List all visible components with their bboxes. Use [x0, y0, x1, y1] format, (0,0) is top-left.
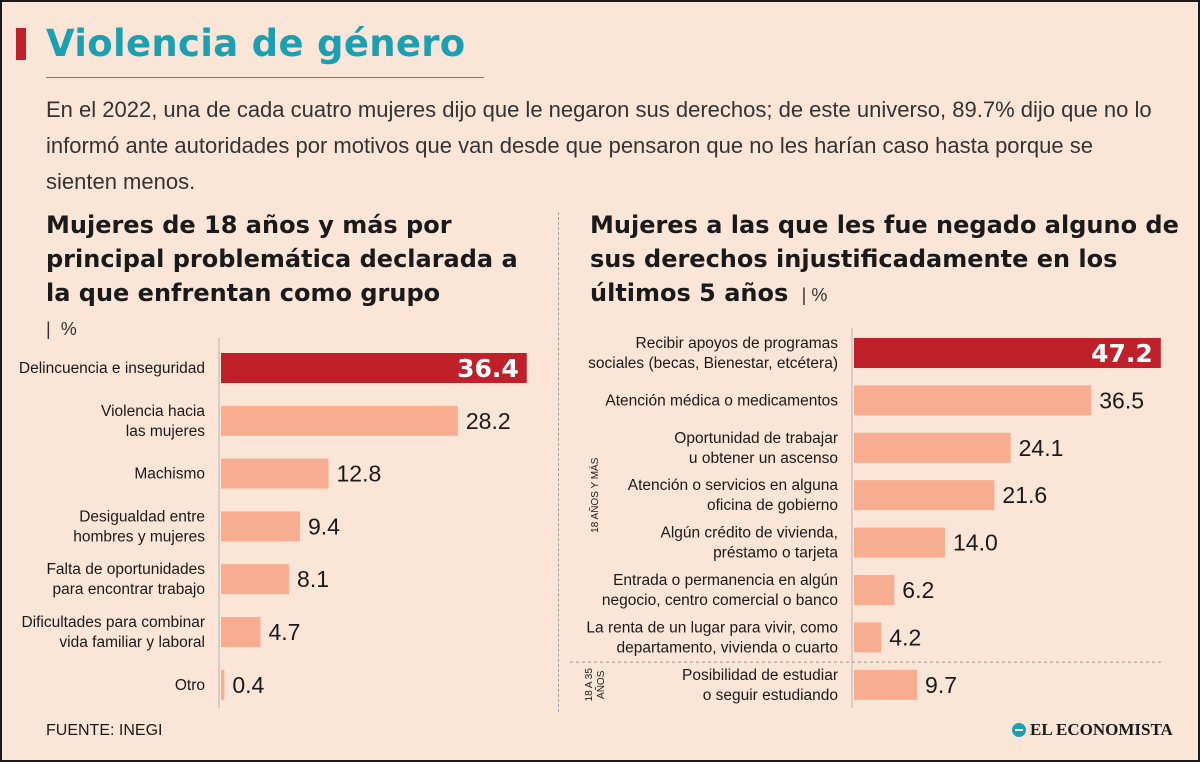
chart-2-value-label: 14.0: [953, 530, 998, 556]
chart-1-title-text: Mujeres de 18 años y más por principal p…: [46, 211, 518, 307]
chart-1-bar: [221, 564, 290, 595]
chart-2-title-text: Mujeres a las que les fue negado alguno …: [590, 211, 1179, 307]
chart-2-value-label: 21.6: [1002, 482, 1047, 508]
chart-2-bar: [854, 480, 995, 511]
chart-1-category-label: Machismo: [134, 466, 205, 483]
chart-1-category-label: Dificultades para combinar vida familiar …: [21, 614, 205, 651]
chart-1-value-label: 12.8: [337, 461, 382, 487]
chart-1-category-label: Violencia hacia las mujeres: [101, 403, 205, 440]
chart-2-category-label: Algún crédito de vivienda, préstamo o tar…: [660, 525, 838, 562]
chart-1-value-label: 0.4: [232, 672, 264, 698]
column-divider: [558, 212, 559, 712]
chart-1-unit: | %: [46, 319, 77, 339]
chart-2-unit-text: %: [811, 285, 828, 305]
chart-2-value-label: 24.1: [1019, 435, 1064, 461]
chart-2-value-label: 6.2: [902, 577, 934, 603]
chart-2-value-label: 4.2: [889, 624, 921, 650]
chart-2-value-label: 9.7: [925, 672, 957, 698]
chart-1-value-label: 36.4: [457, 354, 519, 383]
chart-2-bar: [854, 669, 918, 700]
chart-2-bar: [854, 432, 1011, 463]
chart-2-bar: [854, 575, 895, 605]
title-accent-bar: [16, 28, 26, 60]
chart-2-unit: | %: [796, 285, 828, 305]
chart-1-bar: [221, 511, 300, 542]
chart-1-value-label: 4.7: [268, 619, 300, 645]
chart-2-category-label: Atención o servicios en alguna oficina de…: [628, 477, 839, 514]
source-note: FUENTE: INEGI: [46, 722, 163, 739]
chart-1-value-label: 9.4: [308, 513, 340, 539]
chart-1-category-label: Desigualdad entre hombres y mujeres: [73, 508, 205, 545]
chart-2-bar: [854, 622, 882, 653]
chart-1-bar: [221, 405, 458, 436]
chart-2-category-label: La renta de un lugar para vivir, como dep…: [586, 619, 838, 656]
chart-1-bar: [221, 353, 527, 383]
chart-2-category-label: Oportunidad de trabajar u obtener un asce…: [674, 430, 838, 467]
chart-2-bar: [854, 338, 1161, 368]
logo-mark-icon: [1012, 723, 1026, 737]
chart-2-group-label: 18 A 35AÑOS: [584, 668, 607, 702]
chart-2-category-label: Recibir apoyos de programas sociales (bec…: [588, 335, 838, 372]
brand-logo: EL ECONOMISTA: [1012, 720, 1173, 740]
chart-1-bar: [221, 617, 261, 647]
intro-text: En el 2022, una de cada cuatro mujeres d…: [46, 97, 1152, 194]
page-title: Violencia de género: [46, 22, 466, 65]
chart-2-category-label: Posibilidad de estudiar o seguir estudian…: [682, 667, 838, 704]
chart-2-value-label: 36.5: [1099, 387, 1144, 413]
chart-1-bar: [221, 458, 329, 489]
chart-1-title: Mujeres de 18 años y más por principal p…: [46, 208, 536, 346]
chart-2-bar: [854, 527, 945, 558]
chart-1-category-label: Delincuencia e inseguridad: [19, 360, 205, 377]
chart-2-category-label: Atención médica o medicamentos: [605, 392, 838, 409]
brand-logo-text: EL ECONOMISTA: [1030, 720, 1173, 739]
chart-2-title: Mujeres a las que les fue negado alguno …: [590, 208, 1180, 312]
title-underline: [46, 77, 484, 78]
chart-2-bar: [854, 385, 1092, 416]
chart-1-category-label: Falta de oportunidades para encontrar tra…: [46, 561, 205, 598]
chart-2-category-label: Entrada o permanencia en algún negocio, c…: [602, 572, 838, 609]
chart-1-value-label: 28.2: [466, 408, 511, 434]
chart-1-value-label: 8.1: [297, 566, 329, 592]
chart-1-category-label: Otro: [175, 677, 205, 694]
chart-1-bar: [221, 669, 225, 700]
chart-2-value-label: 47.2: [1091, 339, 1153, 368]
chart-1-unit-text: %: [60, 319, 77, 339]
chart-2-group-label: 18 AÑOS Y MÁS: [588, 457, 601, 533]
